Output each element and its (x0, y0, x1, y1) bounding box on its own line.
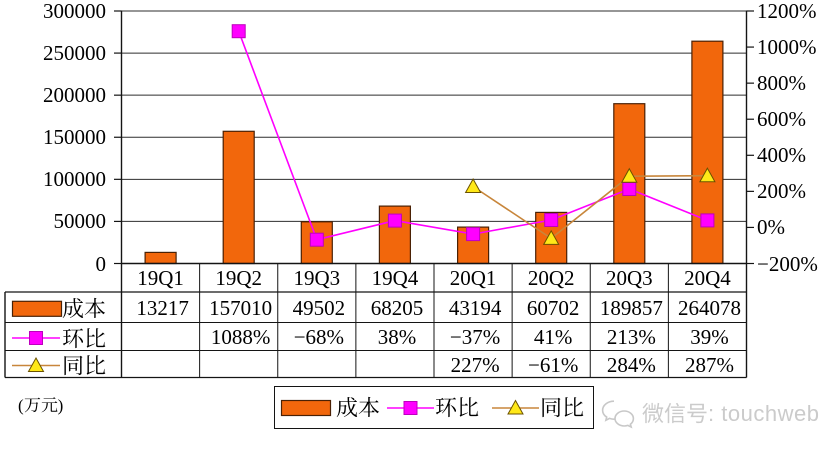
left-axis-tick-label: 0 (95, 251, 107, 276)
category-label: 20Q3 (606, 266, 653, 291)
cjk-glyph (86, 327, 106, 348)
cjk-glyph (64, 355, 83, 376)
legend-item-cost (280, 396, 380, 419)
triangle-marker-icon (492, 398, 539, 414)
square-marker (700, 213, 715, 228)
table-cell: 49502 (292, 295, 346, 320)
right-axis-tick-label: 0% (757, 215, 785, 240)
table-cell: 1088% (210, 325, 271, 349)
cjk-glyph (642, 402, 664, 423)
table-cell: 39% (690, 325, 729, 349)
cjk-glyph (41, 397, 58, 413)
square-marker (231, 24, 246, 39)
cjk-glyph (358, 396, 380, 417)
triangle-marker (620, 167, 638, 183)
left-axis-tick-label: 100000 (43, 167, 106, 192)
cjk-glyph (564, 397, 584, 417)
cjk-glyph (542, 397, 561, 417)
cjk-glyph (24, 397, 40, 413)
table-cell: 213% (606, 325, 656, 349)
cjk-glyph (84, 298, 106, 319)
table-key-triangle-marker (27, 356, 45, 372)
legend-label-yoy (540, 396, 584, 419)
cjk-glyph (664, 402, 685, 423)
square-marker (466, 227, 481, 242)
table-cell: 284% (606, 352, 656, 377)
legend-box (274, 386, 594, 429)
right-axis-tick-label: 800% (757, 71, 806, 96)
table-cell: −68% (293, 325, 345, 349)
right-axis-tick-label: 400% (757, 143, 806, 168)
square-marker (309, 232, 324, 247)
watermark: : touchweb (601, 399, 820, 429)
category-label: 19Q4 (371, 266, 419, 291)
table-cell: −37% (449, 325, 501, 349)
table-cell: 43194 (448, 295, 502, 320)
series-row-label (62, 327, 106, 350)
table-cell: 227% (450, 352, 500, 377)
right-axis-tick-label: −200% (757, 251, 818, 276)
square-marker (387, 213, 402, 228)
table-cell: 41% (533, 325, 573, 349)
legend-label-cost (336, 396, 380, 419)
cjk-glyph (62, 298, 84, 319)
category-label: 20Q4 (684, 266, 731, 291)
legend-item-qoq (387, 396, 479, 419)
left-axis-tick-label: 50000 (53, 209, 107, 234)
table-cell: 68205 (370, 295, 424, 320)
left-axis-tick-label: 150000 (43, 125, 106, 150)
right-axis-tick-label: 1000% (757, 35, 817, 60)
series-row-label (62, 354, 106, 377)
line-triangle (472, 174, 708, 240)
legend-label-qoq (435, 396, 479, 419)
category-label: 19Q3 (293, 266, 341, 291)
table-key-square-marker (29, 331, 43, 345)
left-axis-tick-label: 200000 (43, 83, 106, 108)
square-marker (544, 213, 559, 227)
watermark-text: : touchweb (642, 399, 820, 429)
square-marker-icon (387, 400, 434, 415)
table-cell: 264078 (677, 295, 741, 320)
table-key-bar-swatch (11, 300, 63, 317)
bar-19Q1 (144, 251, 177, 265)
right-axis-tick-label: 600% (757, 107, 806, 132)
category-label: 20Q1 (449, 266, 497, 291)
category-label: 20Q2 (527, 266, 575, 291)
cjk-glyph (336, 396, 358, 417)
left-axis-tick-label: 300000 (43, 0, 106, 23)
axis-unit-label: () (18, 396, 64, 415)
cjk-glyph (62, 327, 84, 348)
triangle-marker (699, 167, 716, 183)
cjk-glyph (86, 355, 106, 375)
table-cell: 38% (377, 325, 417, 349)
table-cell: 189857 (599, 295, 663, 320)
bar-19Q2 (222, 130, 255, 265)
table-cell: 287% (684, 352, 734, 377)
bar-20Q4 (691, 40, 724, 265)
series-row-label (62, 297, 106, 320)
left-axis-tick-label: 250000 (43, 41, 106, 66)
square-marker (622, 182, 637, 196)
right-axis-tick-label: 1200% (757, 0, 817, 23)
legend-item-yoy (492, 396, 584, 419)
triangle-marker (542, 229, 560, 245)
table-cell: 60702 (526, 295, 580, 320)
category-label: 19Q1 (137, 266, 184, 291)
category-label: 19Q2 (215, 266, 262, 291)
wechat-icon (601, 400, 635, 429)
triangle-marker (464, 177, 482, 193)
right-axis-tick-label: 200% (757, 179, 806, 204)
table-cell: 157010 (209, 295, 273, 320)
table-cell: −61% (527, 352, 579, 377)
cjk-glyph (435, 397, 457, 417)
cjk-glyph (687, 403, 707, 423)
bar-swatch-icon (280, 399, 332, 416)
table-cell: 13217 (136, 295, 189, 320)
cjk-glyph (459, 397, 479, 417)
